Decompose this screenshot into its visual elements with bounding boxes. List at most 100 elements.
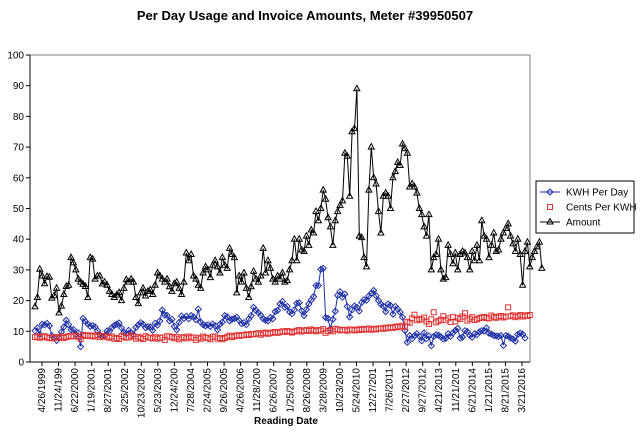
series-1 xyxy=(32,304,533,343)
data-point xyxy=(242,283,251,291)
data-point xyxy=(213,262,222,270)
data-point xyxy=(187,250,195,258)
data-point xyxy=(465,265,474,273)
data-point xyxy=(506,231,515,239)
data-point xyxy=(105,286,114,294)
data-point xyxy=(172,277,181,285)
data-point xyxy=(501,223,510,231)
data-point xyxy=(293,299,301,308)
data-point xyxy=(324,314,332,323)
x-tick-label: 3/21/2016 xyxy=(517,368,528,413)
data-point xyxy=(115,319,123,327)
data-point xyxy=(230,314,239,323)
data-point xyxy=(381,188,390,196)
data-point xyxy=(314,281,323,290)
data-point xyxy=(151,280,159,288)
data-point xyxy=(312,281,320,290)
x-tick-label: 1/25/2008 xyxy=(285,368,296,413)
data-point xyxy=(206,273,215,281)
data-point xyxy=(132,323,140,332)
data-point xyxy=(497,331,505,340)
data-point xyxy=(292,256,301,264)
data-point xyxy=(434,234,443,242)
data-point xyxy=(136,288,145,296)
data-point xyxy=(40,321,49,329)
data-point xyxy=(261,268,270,276)
data-point xyxy=(381,307,390,316)
data-point xyxy=(100,277,109,285)
x-tick-label: 1/19/2001 xyxy=(87,368,98,413)
data-point xyxy=(497,234,505,242)
data-point xyxy=(180,277,188,285)
data-point xyxy=(184,256,193,264)
data-point xyxy=(439,274,448,282)
data-point xyxy=(163,311,171,320)
data-point xyxy=(261,316,270,324)
data-point xyxy=(158,274,167,282)
data-point xyxy=(446,250,455,258)
x-tick-label: 11/21/201 xyxy=(451,368,462,412)
data-point xyxy=(360,295,368,304)
legend-marker xyxy=(547,204,553,210)
data-point xyxy=(196,283,205,291)
data-point xyxy=(389,310,397,318)
data-point xyxy=(139,283,147,291)
data-point xyxy=(362,262,371,270)
data-point xyxy=(225,243,234,251)
data-point xyxy=(473,330,481,339)
data-point xyxy=(482,324,491,332)
data-point xyxy=(218,318,227,326)
data-point xyxy=(153,268,162,276)
data-point xyxy=(285,265,294,273)
data-point xyxy=(505,304,512,311)
data-point xyxy=(168,315,176,324)
series-2 xyxy=(31,84,546,316)
data-point xyxy=(240,268,248,276)
data-point xyxy=(148,326,157,335)
data-point xyxy=(281,303,289,312)
data-point xyxy=(365,292,373,300)
data-point xyxy=(134,299,143,307)
data-point xyxy=(55,308,63,316)
data-point xyxy=(290,234,299,242)
x-tick-label: 8/26/2008 xyxy=(302,368,313,413)
data-point xyxy=(430,309,437,316)
y-tick-label: 40 xyxy=(13,235,25,246)
x-tick-label: 1/21/2015 xyxy=(484,368,495,413)
data-point xyxy=(398,313,407,321)
chart-title: Per Day Usage and Invoice Amounts, Meter… xyxy=(137,8,473,23)
data-point xyxy=(50,291,59,299)
data-point xyxy=(355,307,363,315)
data-point xyxy=(428,316,435,323)
data-point xyxy=(367,142,376,150)
data-point xyxy=(533,242,541,250)
data-point xyxy=(271,307,279,316)
data-point xyxy=(415,203,424,211)
data-point xyxy=(112,320,121,328)
data-point xyxy=(372,291,380,300)
data-point xyxy=(254,277,263,285)
data-point xyxy=(295,234,304,242)
data-point xyxy=(410,331,419,340)
data-point xyxy=(103,280,111,288)
data-point xyxy=(422,231,431,239)
data-point xyxy=(487,240,496,248)
data-point xyxy=(461,248,469,256)
data-point xyxy=(468,246,476,254)
legend-marker xyxy=(546,217,554,225)
data-point xyxy=(317,265,325,273)
data-point xyxy=(283,302,291,311)
y-tick-label: 100 xyxy=(7,51,24,62)
data-point xyxy=(379,302,387,310)
data-point xyxy=(264,256,272,264)
data-point xyxy=(216,320,224,328)
data-point xyxy=(521,246,529,254)
data-point xyxy=(451,326,460,335)
data-point xyxy=(528,253,537,261)
data-point xyxy=(247,282,256,290)
data-point xyxy=(117,296,126,304)
data-point xyxy=(336,200,344,208)
data-point xyxy=(425,332,433,340)
data-point xyxy=(523,237,532,245)
data-point xyxy=(403,148,412,156)
